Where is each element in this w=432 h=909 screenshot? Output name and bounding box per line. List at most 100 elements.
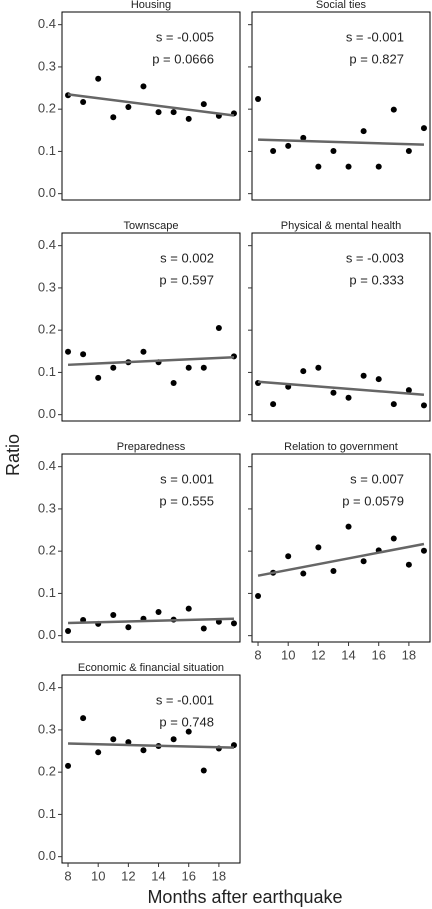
panel-frame <box>251 453 431 643</box>
panel-frame <box>61 11 241 201</box>
point <box>270 401 277 408</box>
point <box>345 163 352 170</box>
point <box>255 96 262 103</box>
panel-frame <box>61 674 241 864</box>
annotation: p = 0.827 <box>349 51 404 66</box>
point <box>315 544 322 551</box>
annotation: p = 0.555 <box>159 493 214 508</box>
panel-frame <box>251 232 431 422</box>
trend-line <box>257 138 425 146</box>
panel-title: Economic & financial situation <box>78 662 224 674</box>
point <box>170 736 177 743</box>
point <box>185 605 192 612</box>
point <box>95 374 102 381</box>
point <box>405 147 412 154</box>
point <box>110 611 117 618</box>
trend-line <box>257 380 425 397</box>
point <box>140 747 147 754</box>
y-tick-label: 0.1 <box>38 143 56 158</box>
point <box>420 402 427 409</box>
y-tick-label: 0.1 <box>38 806 56 821</box>
y-tick-label: 0.0 <box>38 627 56 642</box>
point <box>345 394 352 401</box>
point <box>330 389 337 396</box>
y-tick-label: 0.4 <box>38 16 56 31</box>
point <box>95 749 102 756</box>
y-tick-label: 0.3 <box>38 279 56 294</box>
point <box>110 114 117 121</box>
point <box>65 348 72 355</box>
point <box>255 592 262 599</box>
point <box>360 372 367 379</box>
panel-frame <box>251 11 431 201</box>
panel-title: Social ties <box>316 0 367 11</box>
point <box>390 106 397 113</box>
point <box>405 387 412 394</box>
y-tick-label: 0.2 <box>38 764 56 779</box>
y-tick-label: 0.2 <box>38 322 56 337</box>
x-tick-label: 14 <box>151 868 165 883</box>
annotation: s = 0.002 <box>160 250 214 265</box>
panel-title: Preparedness <box>117 441 186 453</box>
annotation: s = 0.001 <box>160 471 214 486</box>
point <box>200 625 207 632</box>
point <box>140 348 147 355</box>
annotation: p = 0.597 <box>159 272 214 287</box>
y-tick-label: 0.3 <box>38 58 56 73</box>
x-tick-label: 8 <box>64 868 71 883</box>
point <box>215 325 222 332</box>
trend-line <box>68 617 234 625</box>
annotation: s = 0.007 <box>350 471 404 486</box>
annotation: s = -0.001 <box>346 29 404 44</box>
point <box>80 715 87 722</box>
x-tick-label: 10 <box>281 647 295 662</box>
point <box>125 739 132 746</box>
point <box>140 83 147 90</box>
point <box>110 364 117 371</box>
point <box>155 609 162 616</box>
point <box>110 736 117 743</box>
point <box>125 104 132 111</box>
point <box>300 570 307 577</box>
point <box>330 147 337 154</box>
y-axis-label: Ratio <box>3 434 23 476</box>
annotation: p = 0.333 <box>349 272 404 287</box>
panel-frame <box>61 453 241 643</box>
y-tick-label: 0.4 <box>38 237 56 252</box>
trend-line <box>67 355 235 367</box>
panel-title: Relation to government <box>284 441 398 453</box>
annotation: p = 0.0579 <box>342 493 404 508</box>
point <box>80 98 87 105</box>
trend-line <box>257 542 425 577</box>
trend-line <box>68 742 234 749</box>
point <box>95 75 102 82</box>
point <box>65 762 72 769</box>
x-tick-label: 10 <box>91 868 105 883</box>
point <box>80 351 87 358</box>
y-tick-label: 0.0 <box>38 848 56 863</box>
point <box>185 728 192 735</box>
y-tick-label: 0.1 <box>38 364 56 379</box>
point <box>315 163 322 170</box>
point <box>65 628 72 635</box>
x-tick-label: 16 <box>371 647 385 662</box>
point <box>360 128 367 135</box>
y-tick-label: 0.4 <box>38 679 56 694</box>
panel-frame <box>61 232 241 422</box>
point <box>200 364 207 371</box>
point <box>345 523 352 530</box>
point <box>330 568 337 575</box>
point <box>185 115 192 122</box>
panel-title: Physical & mental health <box>281 220 401 232</box>
point <box>200 767 207 774</box>
x-tick-label: 8 <box>254 647 261 662</box>
annotation: s = -0.003 <box>346 250 404 265</box>
x-tick-label: 16 <box>181 868 195 883</box>
annotation: s = -0.001 <box>156 692 214 707</box>
point <box>405 561 412 568</box>
point <box>185 364 192 371</box>
trend-line <box>67 93 235 117</box>
point <box>300 368 307 375</box>
y-tick-label: 0.2 <box>38 101 56 116</box>
